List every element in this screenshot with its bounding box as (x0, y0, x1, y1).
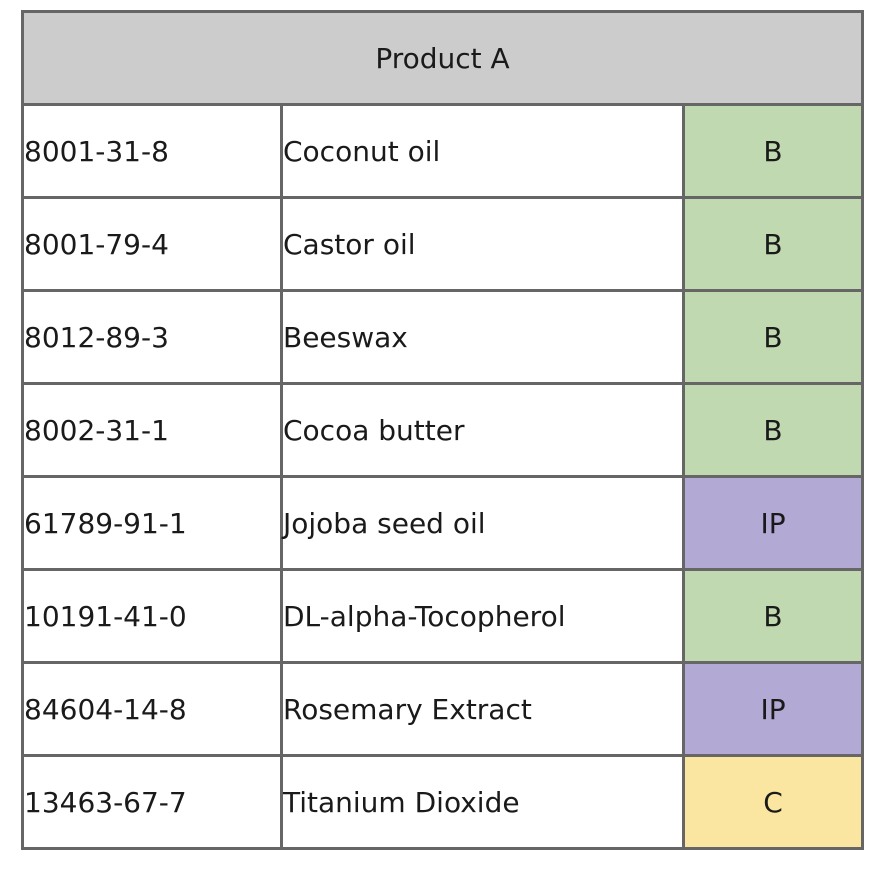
ingredient-name-cell: Rosemary Extract (280, 661, 685, 757)
table-row: 10191-41-0 DL-alpha-Tocopherol B (21, 568, 865, 664)
classification-cell: B (681, 103, 865, 199)
classification-cell: B (681, 196, 865, 292)
table-container: Product A 8001-31-8 Coconut oil B 8001-79-4… (20, 10, 865, 850)
table-row: 61789-91-1 Jojoba seed oil IP (21, 475, 865, 571)
classification-cell: IP (681, 475, 865, 571)
product-table: Product A 8001-31-8 Coconut oil B 8001-79-4… (20, 10, 865, 850)
cas-number-cell: 8001-31-8 (21, 103, 283, 199)
ingredient-name-cell: DL-alpha-Tocopherol (280, 568, 685, 664)
cas-number-cell: 84604-14-8 (21, 661, 283, 757)
classification-cell: B (681, 382, 865, 478)
table-row: 8001-79-4 Castor oil B (21, 196, 865, 292)
header-row: Product A (20, 10, 865, 106)
classification-cell: B (681, 289, 865, 385)
table-row: 8002-31-1 Cocoa butter B (21, 382, 865, 478)
table-row: 13463-67-7 Titanium Dioxide C (21, 754, 865, 850)
cas-number-cell: 13463-67-7 (21, 754, 283, 850)
classification-cell: IP (681, 661, 865, 757)
ingredient-name-cell: Beeswax (280, 289, 685, 385)
table-row: 8012-89-3 Beeswax B (21, 289, 865, 385)
cas-number-cell: 10191-41-0 (21, 568, 283, 664)
ingredient-name-cell: Castor oil (280, 196, 685, 292)
ingredient-name-cell: Titanium Dioxide (280, 754, 685, 850)
classification-cell: B (681, 568, 865, 664)
cas-number-cell: 61789-91-1 (21, 475, 283, 571)
ingredient-name-cell: Coconut oil (280, 103, 685, 199)
cas-number-cell: 8002-31-1 (21, 382, 283, 478)
ingredient-name-cell: Jojoba seed oil (280, 475, 685, 571)
ingredient-name-cell: Cocoa butter (280, 382, 685, 478)
table-body: 8001-31-8 Coconut oil B 8001-79-4 Castor oil… (21, 103, 865, 850)
cas-number-cell: 8012-89-3 (21, 289, 283, 385)
classification-cell: C (681, 754, 865, 850)
table-row: 84604-14-8 Rosemary Extract IP (21, 661, 865, 757)
cas-number-cell: 8001-79-4 (21, 196, 283, 292)
product-title: Product A (20, 10, 865, 106)
table-row: 8001-31-8 Coconut oil B (21, 103, 865, 199)
